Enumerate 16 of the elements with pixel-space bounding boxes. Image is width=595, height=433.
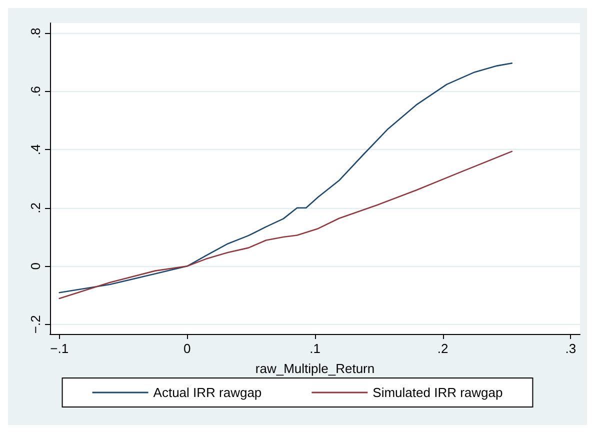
x-tick-label: .3 [565,341,576,356]
y-tick-label: 0 [28,262,43,270]
legend-label: Simulated IRR rawgap [372,385,503,400]
x-tick-label: −.1 [50,341,69,356]
line-series [58,150,513,300]
y-tick-label: .4 [28,144,43,156]
y-tick-label: .2 [28,202,43,214]
y-tick-label: .8 [28,28,43,39]
legend-label: Actual IRR rawgap [153,385,262,400]
x-tick-label: .1 [310,341,320,356]
x-tick-label: 0 [184,341,191,356]
y-tick-label: .6 [28,86,43,97]
y-tick-label: −.2 [28,315,43,334]
line-series [58,62,513,294]
x-axis-title: raw_Multiple_Return [255,361,375,376]
x-tick-label: .2 [437,341,448,356]
